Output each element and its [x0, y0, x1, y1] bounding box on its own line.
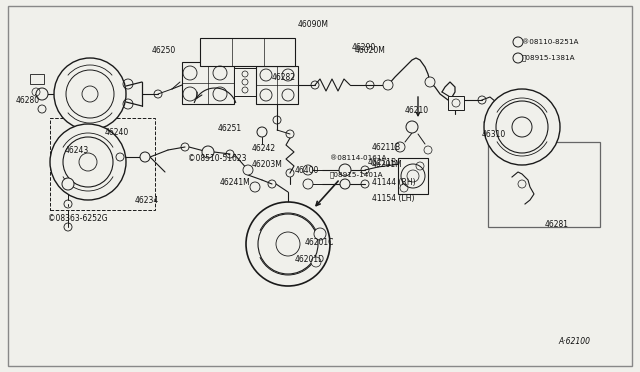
Text: 46290: 46290 — [352, 42, 376, 51]
Circle shape — [484, 89, 560, 165]
Text: 46242: 46242 — [252, 144, 276, 153]
Text: 46211B: 46211B — [368, 157, 397, 167]
Circle shape — [303, 165, 313, 175]
Circle shape — [54, 58, 126, 130]
Circle shape — [62, 178, 74, 190]
Text: 46240: 46240 — [105, 128, 129, 137]
Text: 46243: 46243 — [65, 145, 89, 154]
Circle shape — [425, 77, 435, 87]
Circle shape — [513, 53, 523, 63]
Text: 46310: 46310 — [482, 129, 506, 138]
Text: 46201C: 46201C — [305, 237, 334, 247]
Text: 46090M: 46090M — [298, 19, 329, 29]
Bar — [256, 66, 298, 104]
Text: ©08510-51623: ©08510-51623 — [188, 154, 246, 163]
Text: 46020M: 46020M — [355, 45, 386, 55]
Circle shape — [339, 164, 351, 176]
Text: 46281: 46281 — [545, 219, 569, 228]
Text: Ⓥ08915-1381A: Ⓥ08915-1381A — [522, 55, 575, 61]
Text: 46234: 46234 — [135, 196, 159, 205]
Text: 46203M: 46203M — [252, 160, 283, 169]
Text: 41154 (LH): 41154 (LH) — [372, 193, 415, 202]
Circle shape — [246, 202, 330, 286]
Text: ®08114-0161A: ®08114-0161A — [330, 155, 387, 161]
Bar — [50, 118, 155, 210]
Text: 46201D: 46201D — [295, 256, 325, 264]
Text: 46241M: 46241M — [220, 177, 251, 186]
Text: ©08363-6252G: ©08363-6252G — [48, 214, 108, 222]
Text: 46250: 46250 — [152, 45, 176, 55]
Text: 46201M: 46201M — [372, 160, 403, 169]
Circle shape — [311, 257, 321, 267]
Circle shape — [303, 179, 313, 189]
Bar — [182, 62, 234, 104]
Text: ®08110-8251A: ®08110-8251A — [522, 39, 579, 45]
Bar — [488, 142, 600, 227]
Circle shape — [314, 228, 326, 240]
Circle shape — [250, 182, 260, 192]
Circle shape — [243, 165, 253, 175]
Text: 46280: 46280 — [16, 96, 40, 105]
Text: A·62100: A·62100 — [558, 337, 590, 346]
Text: Ⓥ08915-1401A: Ⓥ08915-1401A — [330, 172, 383, 178]
Circle shape — [202, 146, 214, 158]
Bar — [30, 74, 44, 84]
Text: 46251: 46251 — [218, 124, 242, 132]
Circle shape — [257, 127, 267, 137]
Text: 46282: 46282 — [272, 73, 296, 81]
Bar — [234, 68, 256, 96]
Circle shape — [50, 124, 126, 200]
Circle shape — [513, 37, 523, 47]
Circle shape — [406, 121, 418, 133]
Bar — [200, 38, 295, 66]
Circle shape — [140, 152, 150, 162]
Bar — [448, 96, 464, 110]
Circle shape — [340, 179, 350, 189]
Circle shape — [36, 88, 48, 100]
Text: 46210: 46210 — [405, 106, 429, 115]
Text: 46400: 46400 — [295, 166, 319, 174]
Circle shape — [383, 80, 393, 90]
Text: 46211B: 46211B — [372, 142, 401, 151]
Text: 41144 (RH): 41144 (RH) — [372, 177, 415, 186]
Bar — [398, 158, 428, 194]
